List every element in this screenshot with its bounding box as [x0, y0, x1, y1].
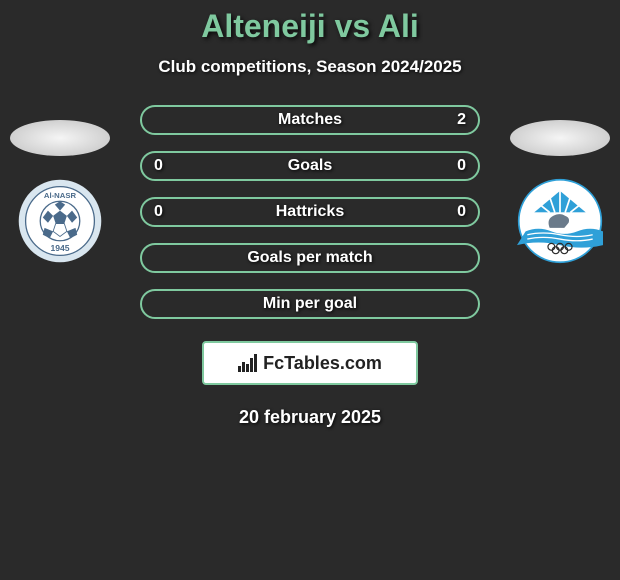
stat-label: Min per goal [263, 295, 357, 313]
stat-left-value: 0 [154, 157, 163, 175]
stat-row-hattricks: 0 Hattricks 0 [140, 197, 480, 227]
stat-right-value: 0 [457, 203, 466, 221]
stat-row-matches: Matches 2 [140, 105, 480, 135]
player-right-column [505, 120, 615, 264]
page-title: Alteneiji vs Ali [0, 8, 620, 45]
stat-label: Goals [288, 157, 332, 175]
player-left-column: Al-NASR 1945 [5, 120, 115, 264]
stat-row-min-per-goal: Min per goal [140, 289, 480, 319]
stat-row-goals: 0 Goals 0 [140, 151, 480, 181]
stat-right-value: 2 [457, 111, 466, 129]
club-badge-right [517, 178, 603, 264]
stat-right-value: 0 [457, 157, 466, 175]
stat-label: Hattricks [276, 203, 344, 221]
player-silhouette-left [10, 120, 110, 156]
subtitle: Club competitions, Season 2024/2025 [0, 57, 620, 77]
badge-text-year: 1945 [50, 243, 69, 253]
badge-text-top: Al-NASR [44, 191, 77, 200]
stats-table: Matches 2 0 Goals 0 0 Hattricks 0 Goals … [140, 105, 480, 319]
stat-left-value: 0 [154, 203, 163, 221]
stat-row-goals-per-match: Goals per match [140, 243, 480, 273]
club-badge-al-nasr: Al-NASR 1945 [17, 178, 103, 264]
brand-box[interactable]: FcTables.com [202, 341, 418, 385]
stat-label: Goals per match [247, 249, 372, 267]
chart-icon [238, 354, 257, 372]
stat-label: Matches [278, 111, 342, 129]
brand-text: FcTables.com [263, 353, 382, 374]
player-silhouette-right [510, 120, 610, 156]
date-label: 20 february 2025 [0, 407, 620, 428]
